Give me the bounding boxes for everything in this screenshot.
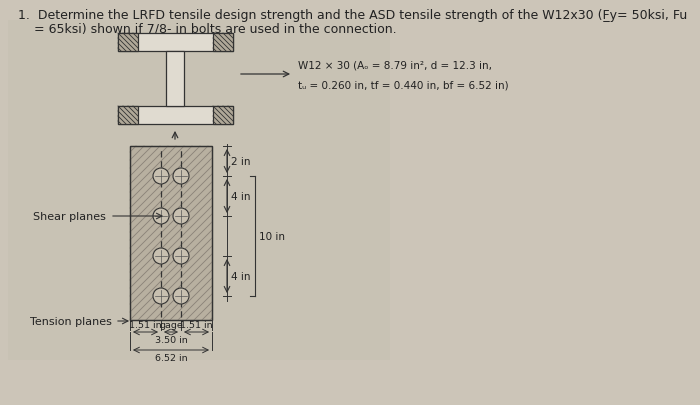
Bar	[213, 107, 233, 125]
Circle shape	[173, 248, 189, 264]
Text: Tension planes: Tension planes	[30, 316, 112, 326]
Bar	[166, 52, 184, 107]
Bar	[118, 34, 138, 52]
Circle shape	[173, 288, 189, 304]
Circle shape	[173, 209, 189, 224]
Bar	[118, 107, 138, 125]
Text: tᵤ = 0.260 in, tf = 0.440 in, bf = 6.52 in): tᵤ = 0.260 in, tf = 0.440 in, bf = 6.52 …	[298, 81, 509, 91]
Text: 6.52 in: 6.52 in	[155, 353, 188, 362]
Circle shape	[153, 288, 169, 304]
Bar	[130, 147, 212, 320]
Text: 1.51 in: 1.51 in	[130, 320, 162, 329]
Text: W12 × 30 (Aₒ = 8.79 in², d = 12.3 in,: W12 × 30 (Aₒ = 8.79 in², d = 12.3 in,	[298, 61, 492, 71]
Text: Shear planes: Shear planes	[33, 211, 106, 222]
Text: 2 in: 2 in	[231, 157, 251, 166]
Bar	[118, 34, 138, 52]
Circle shape	[153, 248, 169, 264]
Text: 10 in: 10 in	[259, 231, 285, 241]
Text: 4 in: 4 in	[231, 271, 251, 281]
Text: 3.50 in: 3.50 in	[155, 335, 188, 344]
Bar	[118, 107, 138, 125]
Bar	[130, 147, 212, 320]
Bar	[118, 107, 233, 125]
Bar	[213, 34, 233, 52]
Bar	[213, 34, 233, 52]
Text: gage: gage	[159, 320, 183, 329]
Bar	[8, 21, 390, 360]
Text: 1.51 in: 1.51 in	[180, 320, 213, 329]
Circle shape	[153, 168, 169, 185]
Circle shape	[153, 209, 169, 224]
Circle shape	[173, 168, 189, 185]
Text: = 65ksi) shown if 7/8- in bolts are used in the connection.: = 65ksi) shown if 7/8- in bolts are used…	[18, 23, 397, 36]
Text: 4 in: 4 in	[231, 192, 251, 202]
Bar	[118, 34, 233, 52]
Bar	[213, 107, 233, 125]
Text: 1.  Determine the LRFD tensile design strength and the ASD tensile strength of t: 1. Determine the LRFD tensile design str…	[18, 9, 687, 22]
